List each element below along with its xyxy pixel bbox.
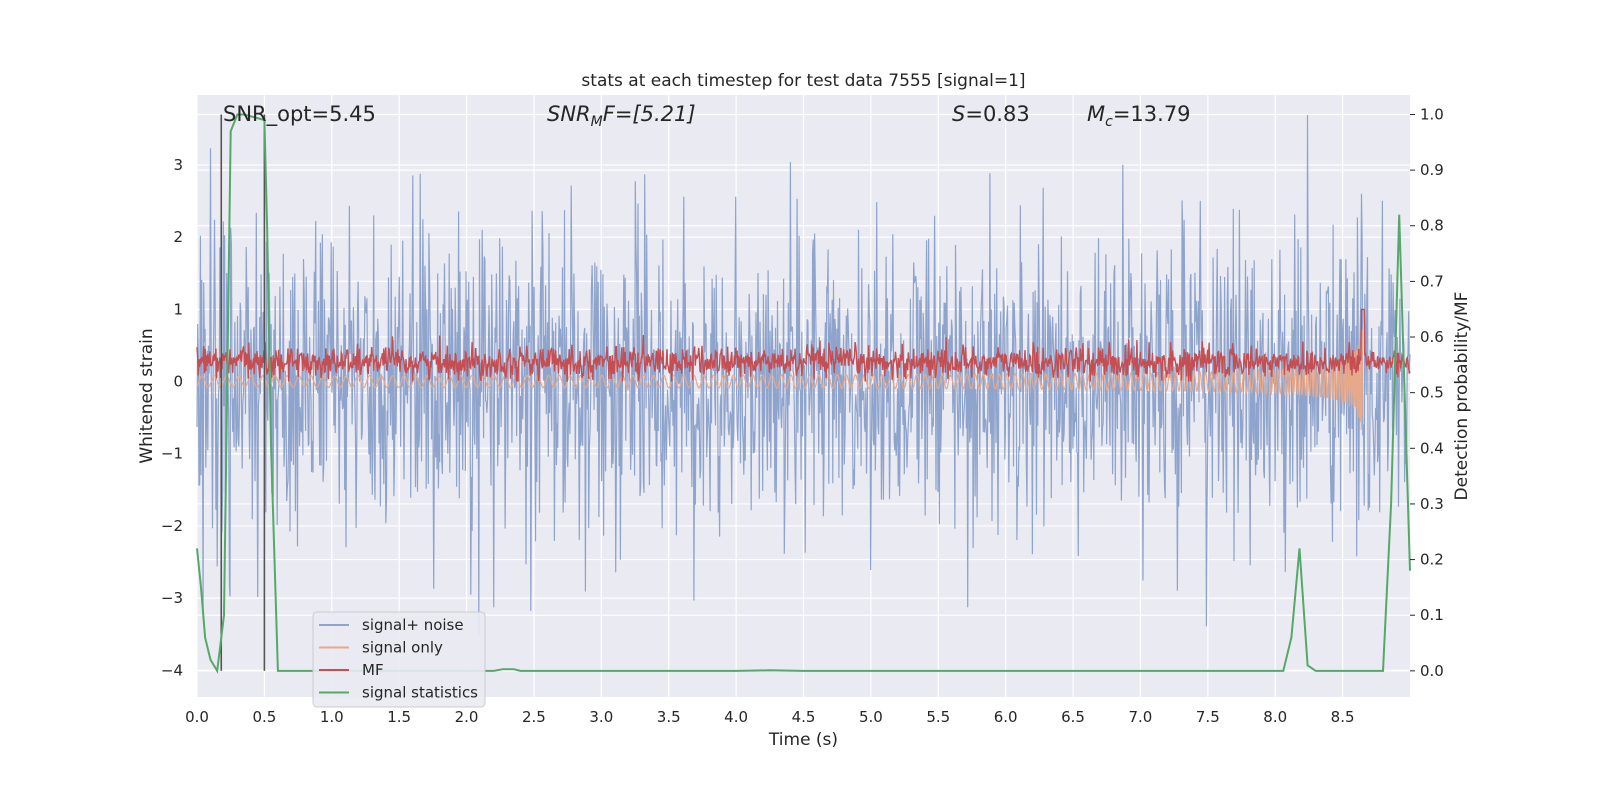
series-line-signal-statistics [196, 113, 1411, 674]
x-tick-label: 3.5 [657, 708, 681, 726]
series-signal-plus-noise [196, 115, 1411, 636]
legend-entry-label: signal statistics [362, 684, 478, 702]
legend-box [312, 611, 486, 708]
x-tick-label: 1.0 [320, 708, 344, 726]
y-left-axis-ticks: 3 2 1 0 −1 −2 −3 −4 [161, 156, 183, 679]
annotation-mc-rest: =13.79 [1113, 102, 1191, 126]
x-tick-label: 3.0 [589, 708, 613, 726]
vertical-markers [220, 114, 266, 671]
annotation-snr-mf: SNRMF=[5.21] [547, 102, 696, 130]
annotation-snr-mf-rest: F=[5.21] [603, 102, 696, 126]
annotation-snr-mf-base: SNR [547, 102, 591, 126]
x-tick-label: 0.0 [185, 708, 209, 726]
x-tick-label: 7.5 [1196, 708, 1220, 726]
x-tick-label: 4.0 [724, 708, 748, 726]
x-tick-label: 6.5 [1061, 708, 1085, 726]
y-right-tick-label: 1.0 [1420, 105, 1444, 123]
x-tick-label: 5.5 [926, 708, 950, 726]
y-left-tick-label: −4 [161, 661, 183, 679]
y-right-tick-label: 0.5 [1420, 384, 1444, 402]
x-tick-label: 4.5 [792, 708, 816, 726]
annotation-s-rest: =0.83 [965, 102, 1029, 126]
x-axis-label: Time (s) [768, 730, 838, 750]
x-tick-label: 8.0 [1263, 708, 1287, 726]
x-tick-label: 6.0 [994, 708, 1018, 726]
x-tick-label: 8.5 [1331, 708, 1355, 726]
x-tick-label: 5.0 [859, 708, 883, 726]
series-mf [196, 308, 1411, 382]
series-line-mf [196, 308, 1411, 382]
y-right-tick-label: 0.4 [1420, 439, 1444, 457]
y-left-tick-label: 0 [173, 373, 183, 391]
series-signal-statistics [196, 113, 1411, 674]
annotation-mc: Mc=13.79 [1087, 102, 1191, 130]
annotation-snr-mf-sub: M [591, 114, 603, 130]
legend-entry-label: signal+ noise [362, 616, 464, 634]
series-line-signal-only [196, 328, 1364, 430]
annotation-mc-base: M [1087, 102, 1105, 126]
x-tick-label: 2.5 [522, 708, 546, 726]
series-signal-only [196, 328, 1364, 430]
y-right-tick-label: 0.6 [1420, 328, 1444, 346]
legend-entry-label: MF [362, 661, 384, 679]
legend: signal+ noise signal only MF signal statist… [312, 611, 486, 708]
x-tick-label: 1.5 [387, 708, 411, 726]
annotation-s-base: S [952, 102, 965, 126]
y-left-tick-label: −3 [161, 589, 183, 607]
y-right-tick-label: 0.3 [1420, 495, 1444, 513]
annotation-s: S=0.83 [952, 102, 1030, 126]
y-right-tick-label: 0.1 [1420, 606, 1444, 624]
y-right-axis-ticks: 1.0 0.9 0.8 0.7 0.6 0.5 0.4 0.3 0.2 0.1 0.0 [1410, 105, 1444, 680]
annotation-mc-sub: c [1105, 114, 1113, 130]
y-left-tick-label: 2 [173, 228, 183, 246]
y-right-axis-label: Detection probability/MF [1452, 292, 1472, 501]
legend-entry-label: signal only [362, 639, 443, 657]
y-left-tick-label: −1 [161, 445, 183, 463]
series-line-signal-plus-noise [196, 115, 1411, 636]
y-left-tick-label: 3 [173, 156, 183, 174]
y-left-tick-label: 1 [173, 300, 183, 318]
chart-title: stats at each timestep for test data 755… [581, 71, 1025, 91]
annotation-snr-opt: SNR_opt=5.45 [223, 102, 376, 127]
y-right-tick-label: 0.9 [1420, 161, 1444, 179]
y-left-axis-label: Whitened strain [137, 328, 157, 463]
x-tick-label: 2.0 [455, 708, 479, 726]
y-right-tick-label: 0.0 [1420, 662, 1444, 680]
x-axis-ticks: 0.0 0.5 1.0 1.5 2.0 2.5 3.0 3.5 4.0 4.5 5.0 5.5 6.0 6… [185, 708, 1354, 726]
y-right-tick-label: 0.2 [1420, 551, 1444, 569]
x-tick-label: 7.0 [1129, 708, 1153, 726]
y-left-tick-label: −2 [161, 517, 183, 535]
y-right-tick-label: 0.7 [1420, 272, 1444, 290]
y-right-tick-label: 0.8 [1420, 217, 1444, 235]
x-tick-label: 0.5 [252, 708, 276, 726]
